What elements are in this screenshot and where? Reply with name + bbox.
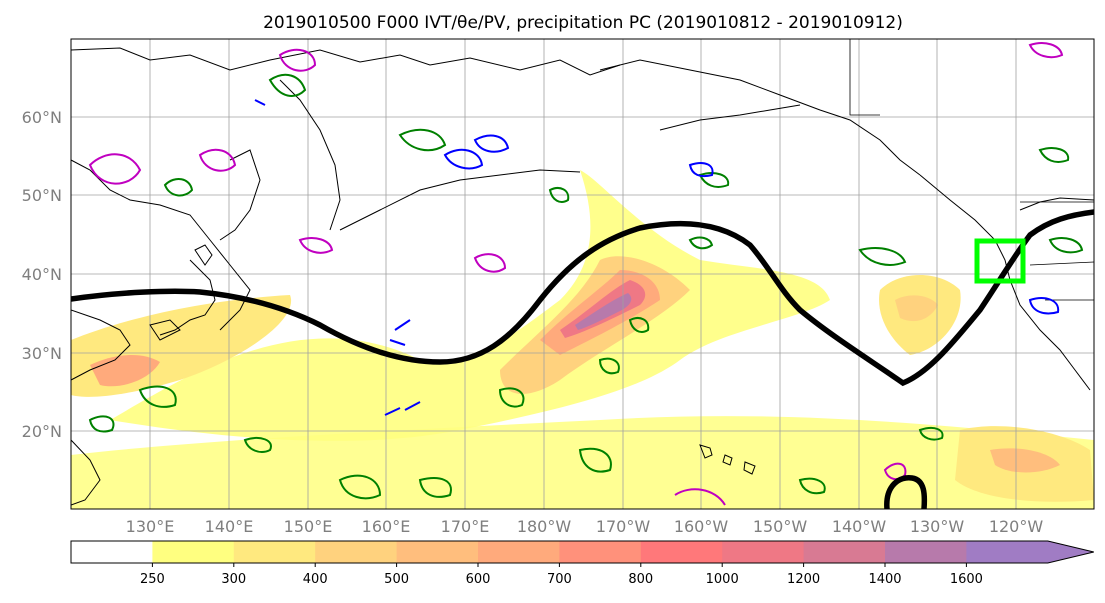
lon-label: 150°W xyxy=(753,517,808,536)
colorbar-segment xyxy=(803,541,886,563)
colorbar-segment xyxy=(559,541,642,563)
lon-label: 140°E xyxy=(205,517,254,536)
map-panel xyxy=(70,38,1095,510)
lon-label: 170°E xyxy=(441,517,490,536)
ivt-shading xyxy=(71,170,1094,509)
colorbar-segment xyxy=(640,541,723,563)
borders xyxy=(849,39,1094,301)
lat-label: 50°N xyxy=(22,186,62,205)
lon-label: 160°E xyxy=(362,517,411,536)
colorbar-segment xyxy=(315,541,398,563)
lon-label: 120°W xyxy=(989,517,1044,536)
lat-label: 40°N xyxy=(22,265,62,284)
colorbar-tick-label: 1400 xyxy=(868,572,901,587)
colorbar-segment xyxy=(396,541,479,563)
colorbar-tick-label: 1000 xyxy=(706,572,739,587)
colorbar-segment xyxy=(152,541,235,563)
colorbar-tick-label: 700 xyxy=(547,572,572,587)
colorbar-segment xyxy=(233,541,316,563)
lon-label: 160°W xyxy=(674,517,729,536)
colorbar-segments xyxy=(70,540,1094,564)
lat-label: 60°N xyxy=(22,108,62,127)
colorbar-tick-label: 800 xyxy=(628,572,653,587)
latitude-labels: 60°N 50°N 40°N 30°N 20°N xyxy=(22,108,62,441)
colorbar-tick-label: 500 xyxy=(384,572,409,587)
map-title: 2019010500 F000 IVT/θe/PV, precipitation… xyxy=(263,13,903,33)
colorbar-segment xyxy=(885,541,967,563)
colorbar: 250 300 400 500 600 700 800 1000 1200 1400 1600 xyxy=(70,540,1094,587)
colorbar-tick-label: 600 xyxy=(466,572,491,587)
gridlines xyxy=(71,39,1094,509)
colorbar-tick-label: 1600 xyxy=(950,572,983,587)
target-region-box xyxy=(974,238,1026,284)
colorbar-outline xyxy=(70,540,1094,564)
colorbar-tick-label: 400 xyxy=(303,572,328,587)
lon-label: 130°W xyxy=(910,517,965,536)
lat-label: 30°N xyxy=(22,344,62,363)
map-frame xyxy=(70,38,1095,510)
lon-label: 170°W xyxy=(596,517,651,536)
colorbar-segment xyxy=(966,541,1094,563)
longitude-labels: 130°E 140°E 150°E 160°E 170°E 180°W 170°… xyxy=(126,517,1044,536)
colorbar-segment xyxy=(722,541,805,563)
lon-label: 150°E xyxy=(284,517,333,536)
colorbar-tick-label: 300 xyxy=(221,572,246,587)
theta-e-positive-contours xyxy=(88,42,1064,506)
coastlines xyxy=(71,47,1094,506)
theta-e-negative-contours xyxy=(254,99,1060,416)
colorbar-tick-label: 1200 xyxy=(787,572,820,587)
lon-label: 130°E xyxy=(126,517,175,536)
colorbar-ticks: 250 300 400 500 600 700 800 1000 1200 1400 1600 xyxy=(140,563,983,587)
lon-label: 180°W xyxy=(517,517,572,536)
colorbar-tick-label: 250 xyxy=(140,572,165,587)
colorbar-segment xyxy=(71,541,153,563)
lon-label: 140°W xyxy=(832,517,887,536)
pv-contours xyxy=(88,73,1084,500)
lat-label: 20°N xyxy=(22,422,62,441)
colorbar-segment xyxy=(478,541,560,563)
ridge-line xyxy=(71,209,1094,387)
low-center-contour xyxy=(884,475,928,509)
